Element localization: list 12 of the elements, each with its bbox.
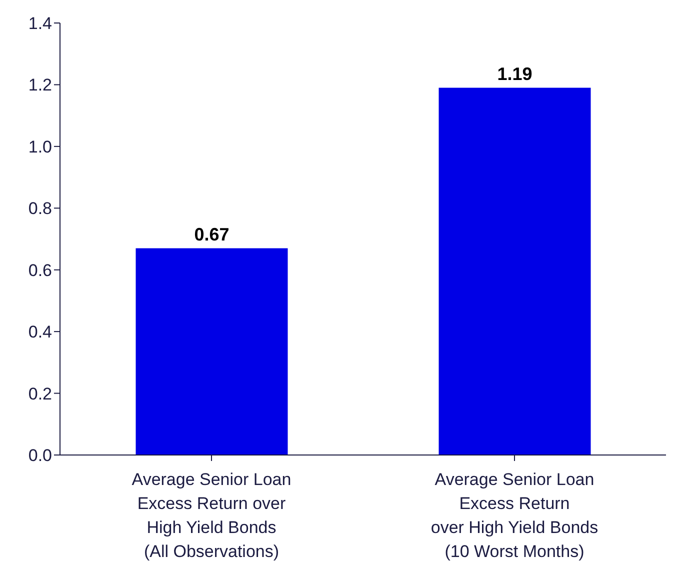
- data-label: 1.19: [497, 64, 532, 84]
- x-tick-label: Average Senior Loan Excess Return over High Yield Bonds (All Observations): [132, 470, 292, 561]
- y-tick-label: 1.0: [28, 137, 52, 156]
- x-tick-label: Average Senior Loan Excess Return over High Yield Bonds (10 Worst Months): [430, 470, 598, 561]
- y-tick-label: 0.2: [28, 384, 52, 404]
- y-tick-label: 0.4: [28, 322, 52, 342]
- data-label: 0.67: [194, 224, 230, 244]
- y-tick-label: 0.8: [28, 199, 52, 218]
- y-tick-label: 0.0: [28, 446, 52, 466]
- y-tick-label: 1.4: [28, 14, 52, 34]
- y-tick-label: 1.2: [28, 76, 52, 95]
- y-tick-label: 0.6: [28, 260, 52, 280]
